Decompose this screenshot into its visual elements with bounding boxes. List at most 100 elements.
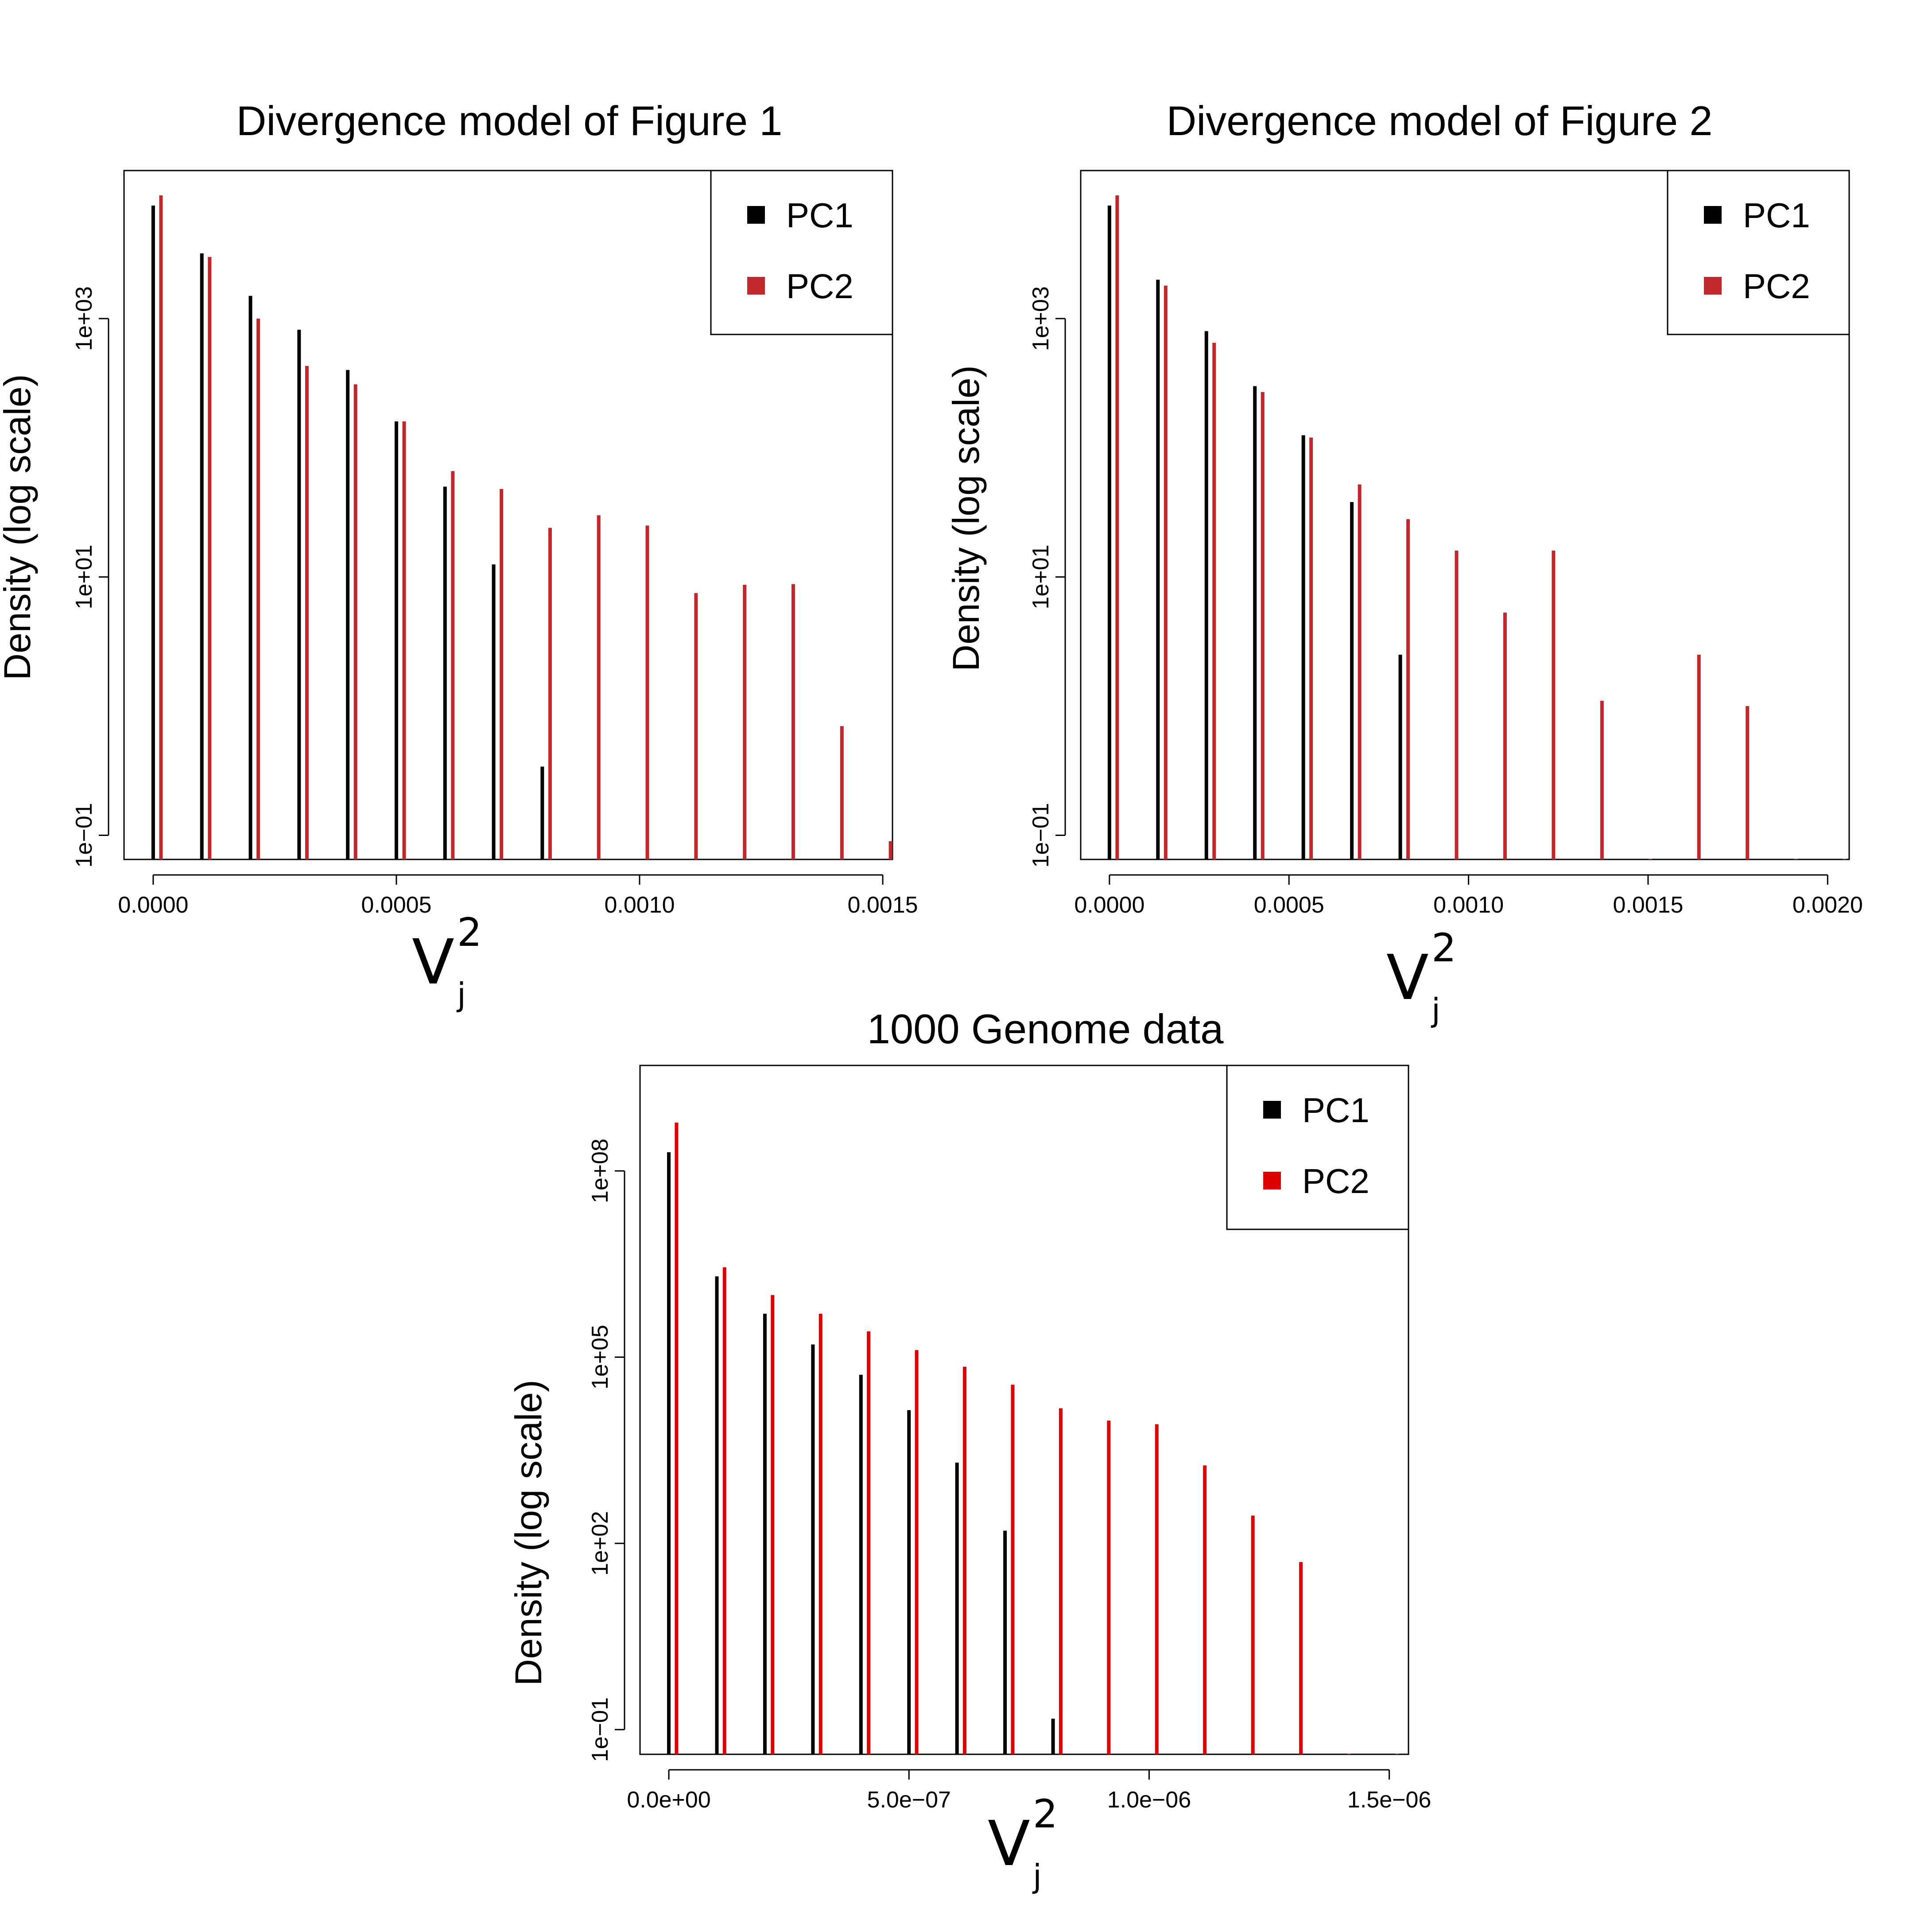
bar-pc2-3 [1261, 392, 1265, 859]
x-tick-label-1: 0.0005 [1254, 892, 1324, 918]
bar-pc2-6 [963, 1367, 967, 1754]
bar-pc2-1 [1164, 285, 1168, 859]
bar-pc2-8 [1059, 1408, 1063, 1754]
bar-pc2-10 [1155, 1424, 1159, 1754]
bar-pc2-6 [451, 471, 455, 859]
bar-pc1-6 [955, 1462, 959, 1754]
bar-pc1-2 [1204, 331, 1208, 859]
legend-swatch-pc1 [747, 206, 765, 224]
y-tick-label-0: 1e−01 [1028, 803, 1054, 867]
x-axis-label-base: V [412, 926, 454, 999]
bar-pc2-10 [645, 525, 649, 859]
bar-pc2-0 [675, 1123, 679, 1754]
x-axis-label-superscript: 2 [1033, 1791, 1058, 1837]
series-pc1 [667, 1152, 1055, 1754]
bar-pc2-5 [915, 1350, 919, 1754]
bar-pc2-7 [1455, 550, 1459, 859]
y-tick-label-0: 1e−01 [71, 803, 97, 867]
bar-pc1-0 [1107, 206, 1111, 859]
bar-pc2-13 [1299, 1562, 1303, 1754]
y-tick-label-1: 1e+02 [587, 1511, 613, 1576]
legend-label-pc2: PC2 [1743, 267, 1810, 306]
bar-pc1-2 [248, 295, 252, 859]
legend-swatch-pc2 [747, 277, 765, 295]
x-tick-label-2: 0.0010 [1433, 892, 1504, 918]
legend-label-pc2: PC2 [786, 267, 853, 306]
y-tick-label-3: 1e+08 [587, 1139, 613, 1203]
bar-pc2-14 [1794, 859, 1798, 860]
bar-pc1-3 [811, 1344, 815, 1754]
series-pc1 [151, 206, 544, 859]
plot-frame [123, 170, 893, 860]
legend-label-pc1: PC1 [1302, 1091, 1369, 1130]
x-axis-label-superscript: 2 [1432, 925, 1456, 971]
y-tick-label-0: 1e−01 [587, 1697, 613, 1762]
bar-pc2-7 [1011, 1384, 1015, 1754]
chart-title: Divergence model of Figure 1 [236, 97, 782, 144]
bar-pc2-3 [305, 366, 309, 859]
x-axis-label-subscript: j [1431, 991, 1440, 1029]
legend-box [1226, 1065, 1409, 1230]
bar-pc1-5 [907, 1410, 911, 1754]
x-axis-label-base: V [1386, 942, 1429, 1014]
bar-pc1-4 [346, 370, 350, 859]
bar-pc2-15 [1395, 1753, 1399, 1754]
chart-panel-3: 1000 Genome data 1e−01 1e+02 1e+05 1e+08 Dens… [508, 1006, 1431, 1895]
x-axis-label-base: V [988, 1808, 1030, 1880]
legend-label-pc1: PC1 [1743, 196, 1810, 235]
bar-pc1-8 [1051, 1718, 1055, 1754]
x-tick-label-1: 0.0005 [361, 892, 431, 918]
bar-pc1-1 [200, 253, 204, 859]
bar-pc1-4 [859, 1375, 863, 1754]
legend-swatch-pc1 [1704, 206, 1722, 224]
x-axis-label-subscript: j [456, 976, 466, 1013]
bar-pc1-1 [715, 1276, 719, 1754]
bar-pc2-15 [888, 841, 892, 859]
bar-pc2-5 [402, 421, 406, 859]
bar-pc2-2 [1212, 342, 1216, 859]
legend: PC1 PC2 [1226, 1065, 1409, 1230]
bar-pc1-2 [763, 1314, 767, 1754]
bar-pc2-12 [1697, 654, 1701, 859]
series-pc1 [1107, 206, 1402, 860]
bar-pc2-8 [548, 528, 552, 859]
bar-pc2-12 [743, 584, 747, 859]
bar-pc2-11 [694, 593, 698, 859]
y-tick-label-2: 1e+05 [587, 1325, 613, 1389]
chart-panel-1: Divergence model of Figure 1 1e−01 1e+01 1e… [0, 97, 918, 1013]
bar-pc1-3 [1253, 386, 1257, 859]
bar-pc1-3 [297, 330, 301, 859]
bar-pc2-9 [1107, 1420, 1111, 1754]
legend-box [710, 170, 893, 335]
bar-pc2-0 [159, 195, 163, 859]
bar-pc1-4 [1301, 435, 1305, 859]
x-tick-label-1: 5.0e−07 [867, 1787, 951, 1813]
y-tick-label-1: 1e+01 [1028, 544, 1054, 609]
legend-label-pc2: PC2 [1302, 1162, 1369, 1201]
x-axis-label-subscript: j [1032, 1858, 1042, 1895]
bar-pc1-5 [1350, 502, 1354, 859]
bar-pc1-7 [1003, 1531, 1007, 1754]
bar-pc2-14 [840, 726, 844, 859]
bar-pc2-4 [867, 1331, 871, 1754]
bar-pc2-8 [1503, 612, 1507, 859]
bar-pc1-1 [1156, 280, 1160, 860]
plot-frame [1080, 170, 1850, 860]
bar-pc2-1 [208, 257, 212, 859]
series-pc2 [1115, 195, 1847, 860]
y-axis-label: Density (log scale) [945, 365, 987, 672]
x-tick-label-3: 0.0015 [848, 892, 918, 918]
bar-pc2-12 [1251, 1516, 1255, 1754]
bar-pc1-8 [540, 766, 544, 859]
bar-pc1-7 [492, 564, 496, 859]
bar-pc2-2 [771, 1295, 775, 1754]
bar-pc2-5 [1358, 484, 1362, 859]
bar-pc2-9 [597, 515, 601, 859]
bar-pc2-14 [1347, 1753, 1351, 1754]
x-axis-label-superscript: 2 [457, 909, 482, 955]
chart-panel-2: Divergence model of Figure 2 1e−01 1e+01 1e… [945, 97, 1863, 1029]
bar-pc2-2 [256, 319, 260, 859]
chart-title: Divergence model of Figure 2 [1166, 97, 1712, 144]
